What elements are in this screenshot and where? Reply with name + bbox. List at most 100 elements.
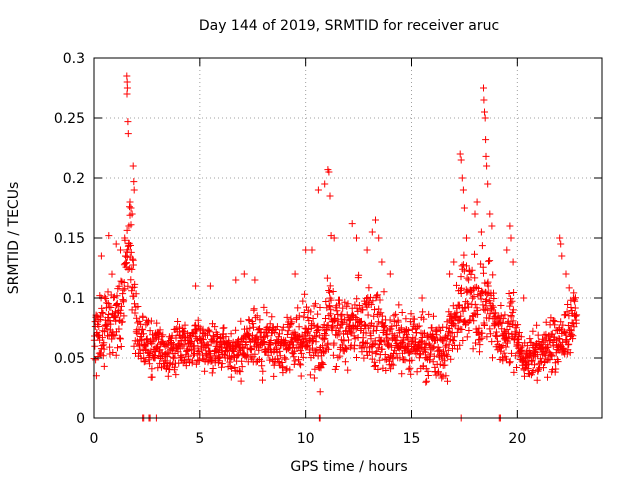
data-point	[392, 350, 400, 358]
data-point	[99, 334, 106, 342]
data-point	[472, 339, 479, 347]
data-point	[259, 376, 266, 384]
data-point	[364, 351, 372, 359]
data-point	[255, 346, 263, 354]
data-point	[165, 350, 173, 358]
data-point	[180, 341, 188, 349]
data-point	[251, 314, 259, 322]
data-point	[124, 118, 132, 126]
data-point	[97, 252, 105, 260]
data-point	[391, 346, 399, 354]
data-point	[419, 308, 427, 316]
data-point	[389, 361, 397, 369]
data-point	[178, 353, 186, 361]
data-point	[291, 270, 299, 278]
data-point	[222, 333, 230, 341]
data-point	[381, 351, 389, 358]
data-point	[489, 271, 497, 279]
data-point	[374, 366, 382, 373]
data-point	[572, 294, 579, 302]
data-point	[330, 234, 338, 242]
data-point	[499, 315, 507, 323]
data-point	[407, 310, 415, 318]
data-point	[303, 342, 311, 350]
data-point	[478, 329, 486, 337]
data-point	[527, 338, 535, 346]
data-point	[169, 353, 177, 361]
data-point	[563, 336, 571, 344]
data-point	[368, 228, 376, 236]
data-point	[282, 355, 290, 363]
data-point	[528, 356, 536, 364]
data-point	[314, 325, 322, 333]
data-point	[120, 296, 128, 304]
data-point	[238, 363, 246, 371]
data-point	[124, 282, 132, 290]
data-point	[490, 295, 498, 302]
data-point	[359, 306, 367, 314]
data-point	[378, 345, 386, 353]
data-point	[134, 303, 142, 310]
data-point	[504, 339, 511, 347]
data-point	[429, 330, 437, 338]
data-point	[471, 210, 479, 218]
data-point	[531, 361, 538, 369]
data-point	[477, 295, 485, 303]
data-point	[176, 323, 183, 331]
data-point	[363, 295, 370, 303]
data-point	[127, 276, 135, 284]
data-point	[199, 325, 207, 333]
data-point	[314, 310, 322, 318]
data-point	[436, 360, 444, 368]
data-point	[116, 334, 124, 342]
data-point	[322, 298, 330, 305]
data-point	[533, 321, 541, 329]
data-point	[428, 324, 436, 332]
data-point	[471, 250, 478, 258]
data-point	[115, 282, 123, 290]
data-point	[329, 288, 337, 295]
data-point	[367, 335, 375, 343]
data-point	[134, 319, 142, 327]
data-point	[259, 367, 267, 375]
y-tick-label: 0.25	[54, 111, 85, 127]
data-point	[344, 300, 352, 308]
data-point	[502, 343, 510, 351]
data-point	[226, 358, 234, 366]
data-point	[321, 335, 329, 343]
data-point	[192, 360, 200, 368]
data-point	[446, 270, 454, 278]
data-point	[256, 316, 264, 324]
data-point	[128, 210, 136, 218]
data-point	[480, 269, 487, 277]
data-point	[319, 361, 327, 368]
data-point	[474, 310, 482, 318]
data-point	[227, 330, 235, 338]
data-point	[442, 341, 450, 349]
data-point	[127, 204, 135, 212]
data-point	[341, 298, 349, 306]
data-point	[486, 257, 494, 265]
data-point	[459, 265, 467, 273]
data-point	[295, 343, 303, 351]
data-point	[246, 324, 254, 332]
data-point	[566, 349, 574, 357]
data-point	[509, 306, 517, 314]
data-point	[101, 293, 109, 301]
data-point	[555, 335, 563, 342]
data-point	[464, 299, 472, 307]
data-point	[121, 234, 129, 242]
data-point	[117, 246, 124, 254]
data-point	[190, 351, 197, 359]
data-point	[300, 309, 308, 316]
data-point	[108, 335, 116, 343]
data-point	[453, 328, 461, 336]
data-point	[548, 352, 556, 360]
data-point	[327, 296, 335, 304]
data-point	[387, 365, 395, 373]
data-point	[418, 294, 426, 302]
data-point	[486, 325, 494, 333]
data-point	[438, 374, 446, 382]
data-point	[120, 312, 128, 320]
data-point	[435, 347, 443, 355]
